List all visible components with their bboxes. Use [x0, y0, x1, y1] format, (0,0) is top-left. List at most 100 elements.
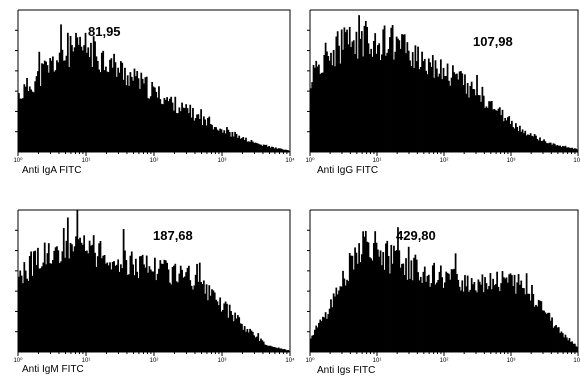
- histogram-bar: [541, 140, 544, 152]
- histogram-bar: [43, 60, 46, 153]
- histogram-bar: [444, 76, 446, 152]
- histogram-bar: [398, 40, 401, 152]
- histogram-bar: [496, 271, 498, 352]
- histogram-bar: [270, 346, 273, 352]
- histogram-bar: [366, 26, 369, 153]
- histogram-bar: [319, 74, 322, 152]
- histogram-bar: [275, 147, 277, 152]
- histogram-bar: [126, 75, 129, 152]
- histogram-bar: [66, 32, 69, 152]
- histogram-bar: [204, 293, 207, 352]
- histogram-bar: [565, 147, 568, 152]
- histogram-bar: [464, 74, 466, 152]
- histogram-bar: [385, 243, 387, 352]
- histogram-bar: [394, 51, 397, 152]
- histogram-bar: [489, 101, 492, 152]
- histogram-bar: [212, 129, 215, 152]
- histogram-bar: [86, 250, 88, 352]
- histogram-bar: [120, 264, 122, 352]
- histogram-bar: [374, 231, 377, 352]
- histogram-bar: [209, 295, 212, 352]
- histogram-bar: [383, 269, 386, 352]
- histogram-bar: [390, 244, 393, 352]
- histogram-bar: [64, 257, 66, 352]
- histogram-bar: [485, 106, 488, 152]
- histogram-bar: [571, 341, 574, 352]
- histogram-bar: [162, 264, 164, 352]
- histogram-bar: [155, 91, 158, 152]
- histogram-bar: [24, 86, 27, 152]
- histogram-bar: [545, 143, 548, 152]
- histogram-bar: [311, 82, 314, 152]
- x-tick-label: 10⁰: [13, 357, 23, 364]
- histogram-bar: [498, 107, 501, 152]
- histogram-bar: [81, 244, 84, 352]
- histogram-bar: [513, 274, 516, 352]
- histogram-bar: [183, 108, 186, 152]
- histogram-bar: [28, 256, 31, 352]
- histogram-bar: [198, 118, 201, 152]
- histogram-bar: [406, 279, 409, 352]
- histogram-bar: [56, 60, 58, 153]
- histogram-bar: [284, 349, 287, 352]
- histogram-bar: [140, 256, 143, 352]
- histogram-bar: [415, 61, 418, 152]
- histogram-bar: [512, 127, 515, 152]
- histogram-bar: [272, 346, 275, 352]
- histogram-bar: [525, 273, 528, 352]
- histogram-bar: [77, 44, 80, 152]
- histogram-bar: [167, 269, 170, 352]
- mean-fluorescence-value: 429,80: [396, 228, 436, 243]
- histogram-bar: [367, 242, 370, 352]
- histogram-bar: [492, 278, 494, 352]
- histogram-bar: [30, 251, 32, 352]
- histogram-bar: [264, 145, 266, 152]
- histogram-bar: [57, 62, 60, 152]
- histogram-bar: [322, 72, 324, 152]
- histogram-bar: [158, 268, 160, 352]
- histogram-bar: [91, 244, 94, 352]
- histogram-bar: [260, 338, 262, 352]
- histogram-bar: [118, 271, 121, 352]
- histogram-panel-igs: 10⁰ 10¹ 10² 10³ 10⁴ 429,80 Anti Igs FITC: [305, 208, 580, 376]
- histogram-bar: [327, 314, 330, 352]
- histogram-bar: [52, 56, 54, 152]
- histogram-bar: [362, 231, 364, 352]
- histogram-bar: [500, 115, 503, 152]
- histogram-bar: [52, 260, 54, 352]
- histogram-bar: [133, 68, 136, 152]
- histogram-bar: [68, 67, 71, 152]
- histogram-bar: [458, 71, 461, 152]
- histogram-bar: [202, 280, 205, 352]
- histogram-bar: [79, 36, 81, 152]
- histogram-bar: [502, 277, 505, 352]
- histogram-bar: [343, 278, 346, 352]
- histogram-bar: [190, 117, 193, 152]
- histogram-bar: [551, 144, 553, 152]
- histogram-bar: [243, 140, 246, 152]
- histogram-bar: [347, 281, 350, 352]
- histogram-bar: [336, 294, 339, 352]
- histogram-bar: [452, 269, 454, 352]
- histogram-bar: [442, 287, 445, 352]
- histogram-bar: [247, 332, 250, 352]
- histogram-bar: [283, 149, 285, 152]
- histogram-bar: [508, 274, 511, 352]
- histogram-bar: [448, 80, 450, 152]
- histogram-bar: [132, 80, 134, 152]
- plot-frame: [310, 209, 579, 352]
- histogram-bar: [480, 101, 482, 152]
- histogram-bar: [430, 66, 433, 152]
- histogram-bar: [235, 318, 238, 352]
- histogram-plot-igs: 10⁰ 10¹ 10² 10³ 10⁴: [305, 209, 580, 364]
- histogram-bar: [22, 283, 24, 352]
- histogram-bar: [22, 98, 24, 152]
- plot-frame: [18, 9, 291, 152]
- histogram-bar: [435, 282, 438, 352]
- histogram-bar: [541, 310, 544, 352]
- histogram-bar: [156, 97, 159, 152]
- histogram-bar: [251, 331, 254, 352]
- histogram-bar: [425, 70, 427, 152]
- histogram-bar: [212, 290, 215, 352]
- histogram-bar: [517, 130, 520, 152]
